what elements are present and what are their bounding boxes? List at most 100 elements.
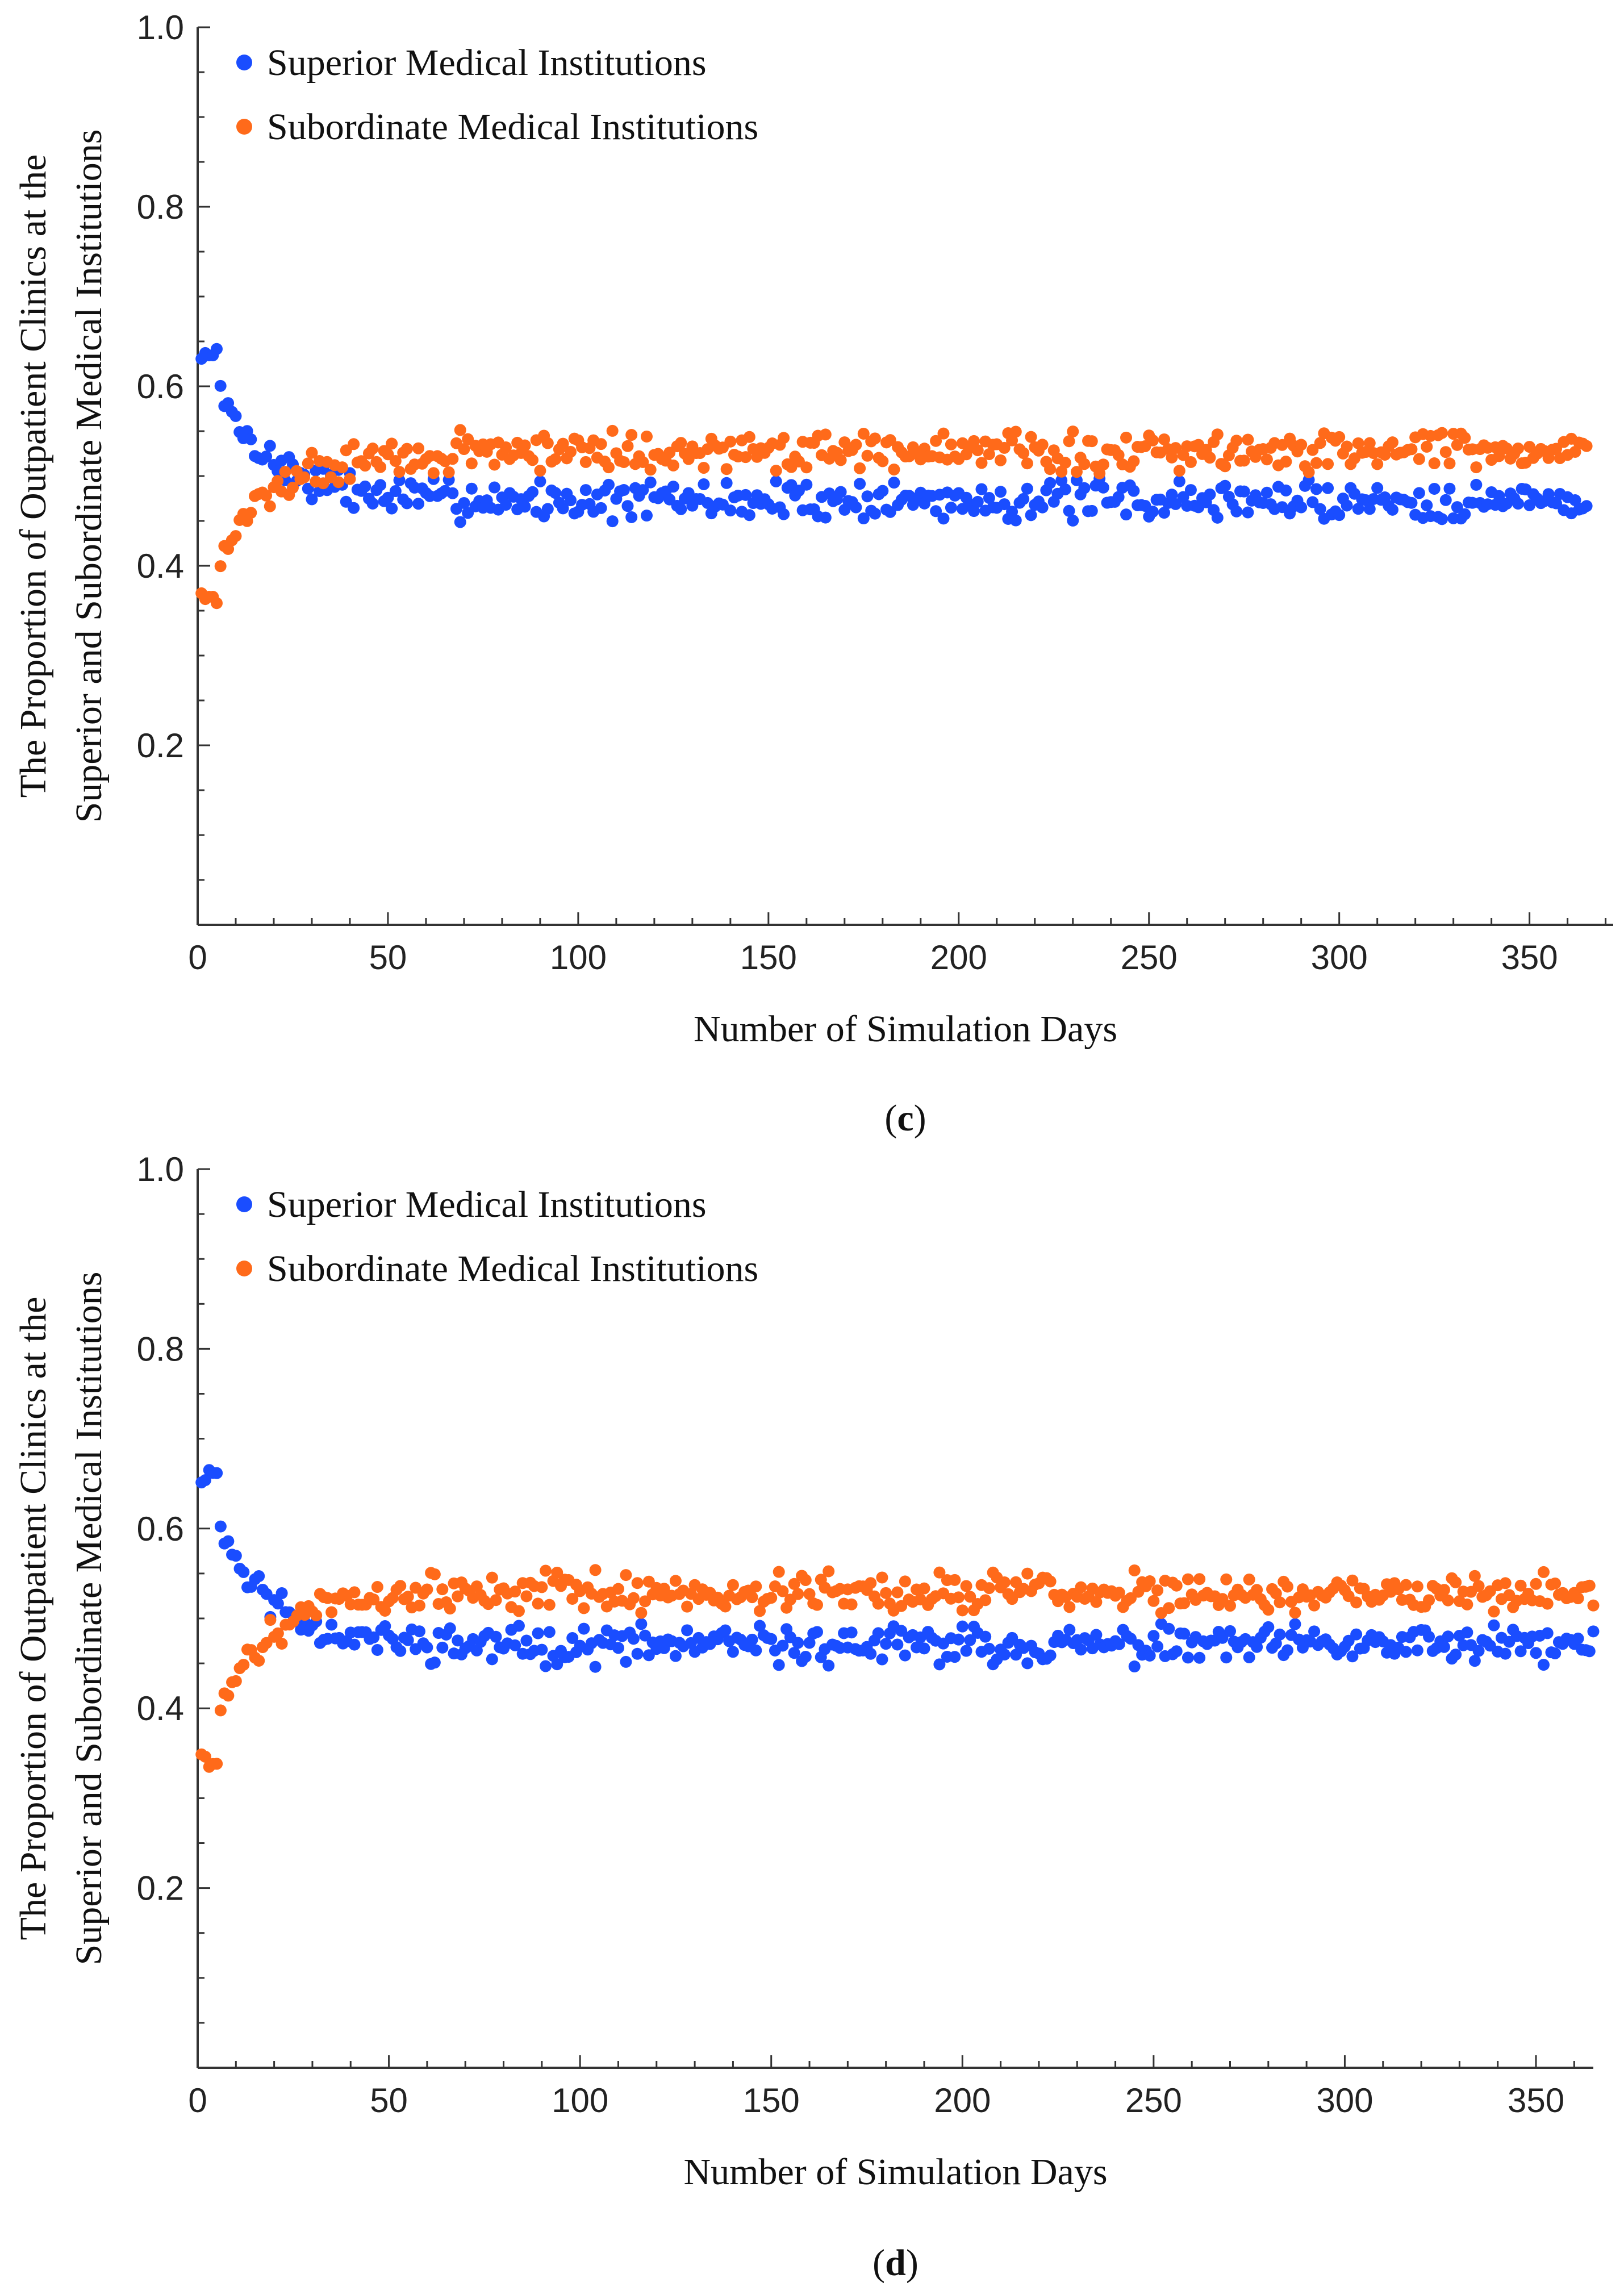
data-point-subordinate xyxy=(1211,428,1224,441)
data-point-superior xyxy=(500,499,512,511)
data-point-subordinate xyxy=(1097,458,1109,471)
data-point-superior xyxy=(402,1634,414,1646)
data-point-superior xyxy=(1523,499,1536,511)
data-point-subordinate xyxy=(743,431,755,443)
data-point-subordinate xyxy=(1178,1597,1191,1609)
data-point-subordinate xyxy=(1219,460,1231,473)
data-point-superior xyxy=(1230,505,1243,518)
data-point-superior xyxy=(1067,514,1079,527)
data-point-superior xyxy=(374,479,387,491)
data-point-subordinate xyxy=(578,1602,590,1614)
data-point-subordinate xyxy=(264,500,276,512)
data-point-superior xyxy=(1443,482,1456,495)
data-point-superior xyxy=(606,515,619,528)
data-point-superior xyxy=(211,1467,223,1479)
data-point-superior xyxy=(1333,509,1346,521)
data-point-superior xyxy=(1436,513,1448,525)
data-point-subordinate xyxy=(1572,1592,1584,1605)
data-point-superior xyxy=(1021,482,1033,495)
data-point-subordinate xyxy=(1333,431,1346,443)
data-point-superior xyxy=(1113,1638,1125,1650)
data-point-subordinate xyxy=(541,437,554,449)
x-tick-label: 300 xyxy=(1311,938,1368,977)
data-point-superior xyxy=(412,498,425,510)
data-point-subordinate xyxy=(1442,1594,1454,1606)
data-point-subordinate xyxy=(1400,1579,1412,1591)
data-point-superior xyxy=(1281,1644,1293,1656)
y-axis-label-line2: Superior and Subordinate Medical Institu… xyxy=(68,1272,110,1966)
data-point-subordinate xyxy=(891,1586,904,1599)
data-point-subordinate xyxy=(1204,452,1216,464)
data-point-subordinate xyxy=(773,1566,785,1578)
data-point-subordinate xyxy=(536,1581,548,1593)
data-point-subordinate xyxy=(960,1580,972,1592)
data-point-subordinate xyxy=(519,439,531,452)
data-point-subordinate xyxy=(1461,1598,1473,1610)
data-point-subordinate xyxy=(394,1580,407,1592)
data-point-superior xyxy=(880,1638,892,1650)
data-point-subordinate xyxy=(1021,457,1033,470)
data-point-superior xyxy=(486,1653,498,1666)
data-point-superior xyxy=(778,508,790,520)
data-point-superior xyxy=(557,502,569,515)
x-tick-label: 0 xyxy=(188,2081,207,2119)
data-point-subordinate xyxy=(260,489,273,502)
legend-marker-subordinate xyxy=(236,119,252,135)
y-tick-label: 0.6 xyxy=(137,1510,184,1548)
data-point-subordinate xyxy=(746,1591,758,1604)
data-point-subordinate xyxy=(551,1566,563,1579)
data-point-subordinate xyxy=(1523,441,1536,453)
data-point-superior xyxy=(667,481,679,493)
data-point-subordinate xyxy=(527,454,539,466)
data-point-subordinate xyxy=(754,1605,766,1617)
data-point-superior xyxy=(579,484,592,496)
data-point-subordinate xyxy=(1450,1576,1462,1588)
data-point-subordinate xyxy=(937,427,950,440)
data-point-subordinate xyxy=(681,1600,694,1613)
data-point-subordinate xyxy=(540,1564,552,1577)
data-point-superior xyxy=(368,1631,380,1643)
legend-label-subordinate: Subordinate Medical Institutions xyxy=(267,1248,758,1290)
data-point-subordinate xyxy=(956,1604,968,1617)
data-point-superior xyxy=(520,1634,533,1647)
data-point-superior xyxy=(625,511,638,523)
data-point-superior xyxy=(876,485,889,497)
data-point-superior xyxy=(1442,1630,1454,1643)
data-point-superior xyxy=(1260,486,1273,499)
data-point-subordinate xyxy=(532,1597,544,1610)
data-point-subordinate xyxy=(1451,439,1463,451)
data-point-superior xyxy=(1499,1647,1512,1660)
data-point-subordinate xyxy=(589,1564,602,1576)
data-point-subordinate xyxy=(1158,433,1171,445)
data-point-superior xyxy=(1572,1632,1584,1645)
data-point-subordinate xyxy=(1067,425,1079,438)
x-tick-label: 0 xyxy=(188,938,207,977)
data-point-subordinate xyxy=(612,1583,624,1595)
data-point-superior xyxy=(621,500,634,512)
data-point-superior xyxy=(1242,506,1254,519)
data-point-subordinate xyxy=(1128,455,1140,468)
data-point-subordinate xyxy=(1512,442,1525,454)
data-point-superior xyxy=(1530,1647,1542,1659)
data-point-superior xyxy=(740,489,752,501)
data-point-subordinate xyxy=(1070,466,1083,478)
data-point-subordinate xyxy=(1423,1594,1435,1606)
data-point-subordinate xyxy=(336,461,349,474)
x-tick-label: 50 xyxy=(369,938,407,977)
data-point-subordinate xyxy=(237,1659,250,1671)
data-point-subordinate xyxy=(348,438,360,450)
data-point-superior xyxy=(1262,1621,1275,1633)
data-point-subordinate xyxy=(1112,449,1125,461)
data-point-superior xyxy=(617,484,630,496)
data-point-superior xyxy=(1314,503,1326,515)
data-point-superior xyxy=(348,502,360,514)
data-point-subordinate xyxy=(1468,1570,1481,1582)
data-point-superior xyxy=(620,1655,632,1668)
data-point-subordinate xyxy=(1238,454,1250,467)
data-point-subordinate xyxy=(1262,1604,1275,1616)
data-point-subordinate xyxy=(286,482,299,494)
data-point-subordinate xyxy=(800,461,813,474)
data-point-subordinate xyxy=(778,432,790,444)
data-point-subordinate xyxy=(1173,465,1185,477)
data-point-superior xyxy=(541,503,554,515)
